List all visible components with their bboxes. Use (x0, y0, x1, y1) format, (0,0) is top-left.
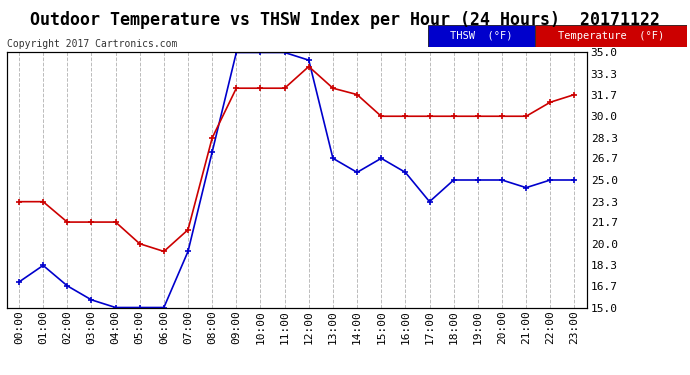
Text: THSW  (°F): THSW (°F) (450, 31, 513, 41)
Text: Outdoor Temperature vs THSW Index per Hour (24 Hours)  20171122: Outdoor Temperature vs THSW Index per Ho… (30, 11, 660, 29)
Text: Temperature  (°F): Temperature (°F) (558, 31, 664, 41)
Text: Copyright 2017 Cartronics.com: Copyright 2017 Cartronics.com (7, 39, 177, 50)
